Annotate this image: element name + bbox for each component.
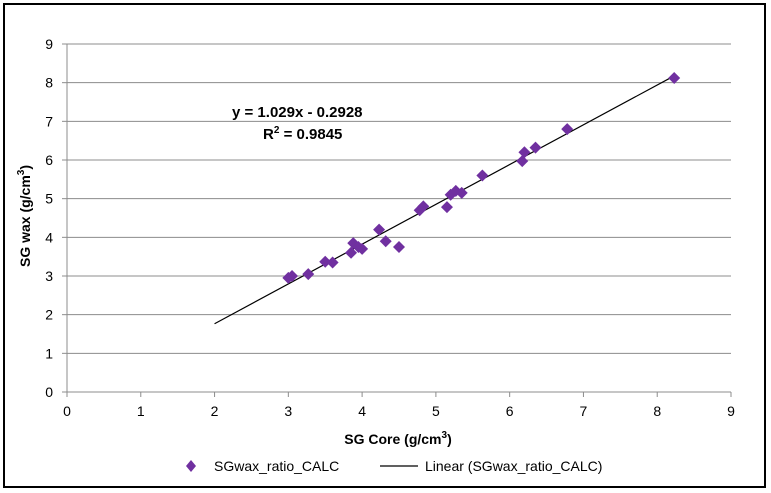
data-point (302, 268, 315, 281)
y-tick-label: 4 (45, 229, 53, 245)
data-point (518, 146, 531, 159)
data-point (529, 141, 542, 154)
data-point (455, 186, 468, 199)
y-tick-label: 1 (45, 345, 53, 361)
axes (62, 43, 732, 397)
data-point (286, 270, 299, 282)
data-point (393, 241, 405, 253)
y-tick-label: 3 (45, 268, 53, 284)
data-point (561, 123, 574, 136)
y-tick-label: 5 (45, 191, 53, 207)
legend-label-series: SGwax_ratio_CALC (214, 458, 339, 474)
data-point (476, 169, 489, 182)
gridlines (67, 43, 731, 354)
x-tick-label: 4 (358, 403, 366, 419)
x-axis-title: SG Core (g/cm3) (344, 430, 451, 447)
data-point (516, 155, 529, 168)
data-point (440, 201, 453, 214)
y-axis-title: SG wax (g/cm3) (16, 165, 33, 267)
legend-label-trendline: Linear (SGwax_ratio_CALC) (425, 458, 602, 474)
data-point (356, 242, 369, 255)
legend: SGwax_ratio_CALC Linear (SGwax_ratio_CAL… (186, 458, 602, 474)
x-tick-label: 9 (727, 403, 735, 419)
data-point (668, 72, 681, 85)
legend-diamond-marker (186, 460, 196, 472)
data-points (282, 72, 681, 284)
data-point (379, 235, 392, 248)
x-tick-label: 6 (506, 403, 514, 419)
y-tick-label: 8 (45, 75, 53, 91)
y-tick-label: 9 (45, 36, 53, 52)
y-tick-label: 6 (45, 152, 53, 168)
x-tick-label: 1 (137, 403, 145, 419)
x-tick-label: 0 (63, 403, 71, 419)
x-tick-label: 5 (432, 403, 440, 419)
x-tick-label: 7 (580, 403, 588, 419)
y-tick-label: 2 (45, 307, 53, 323)
x-tick-label: 2 (211, 403, 219, 419)
tick-labels: 0 1 2 3 4 5 6 7 8 9 0 1 2 3 4 5 6 7 8 9 (45, 36, 735, 419)
r-squared-label: R2 = 0.9845 (263, 125, 342, 143)
x-tick-label: 8 (653, 403, 661, 419)
y-tick-label: 7 (45, 113, 53, 129)
data-point (373, 223, 386, 236)
x-tick-label: 3 (284, 403, 292, 419)
trendline (214, 76, 673, 325)
data-point (319, 255, 332, 268)
data-point (345, 246, 358, 259)
data-point (326, 256, 339, 269)
data-point (417, 200, 430, 213)
y-tick-label: 0 (45, 384, 53, 400)
trend-equation: y = 1.029x - 0.2928 (232, 104, 363, 121)
